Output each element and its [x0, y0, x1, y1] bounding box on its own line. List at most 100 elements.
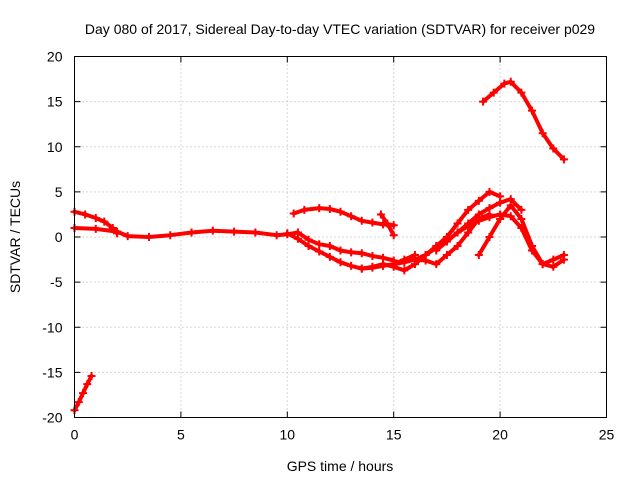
data-point	[389, 231, 398, 240]
data-series	[70, 77, 568, 415]
y-tick-label: 0	[55, 229, 63, 245]
data-point	[383, 219, 392, 228]
data-point	[432, 260, 441, 269]
data-point	[357, 249, 366, 258]
data-point	[549, 144, 558, 153]
data-point	[289, 209, 298, 218]
data-point	[453, 228, 462, 237]
data-point	[208, 226, 217, 235]
data-point	[304, 242, 313, 251]
data-point	[432, 246, 441, 255]
y-tick-label: -5	[50, 274, 63, 290]
data-point	[528, 242, 537, 251]
data-point	[453, 219, 462, 228]
data-point	[496, 198, 505, 207]
y-tick-label: 5	[55, 184, 63, 200]
data-point	[315, 204, 324, 213]
data-point	[400, 266, 409, 275]
y-axis-label: SDTVAR / TECUs	[7, 181, 23, 293]
data-point	[144, 233, 153, 241]
data-point	[506, 212, 515, 221]
data-point	[79, 389, 88, 398]
data-point	[500, 79, 509, 88]
data-point	[528, 106, 537, 115]
x-tick-label: 20	[492, 427, 508, 443]
data-point	[517, 88, 526, 97]
data-point	[421, 251, 430, 260]
data-point	[442, 251, 451, 260]
series-arc-long-mid	[72, 226, 396, 263]
data-point	[315, 240, 324, 249]
data-point	[474, 196, 483, 205]
data-point	[325, 242, 334, 251]
data-point	[230, 227, 239, 236]
data-point	[325, 205, 334, 214]
data-point	[74, 398, 83, 407]
y-tick-label: -20	[42, 410, 62, 426]
data-point	[325, 252, 334, 261]
data-point	[496, 214, 505, 223]
y-tick-label: 15	[47, 94, 63, 110]
x-tick-label: 15	[386, 427, 402, 443]
data-point	[517, 214, 526, 223]
data-point	[538, 129, 547, 138]
data-point	[489, 88, 498, 97]
data-point	[389, 221, 398, 230]
data-point	[379, 260, 388, 269]
data-point	[453, 242, 462, 251]
data-point	[166, 231, 175, 240]
data-point	[81, 210, 90, 219]
data-point	[474, 251, 483, 260]
data-point	[83, 380, 92, 389]
data-point	[485, 213, 494, 222]
data-point	[187, 228, 196, 237]
data-point	[368, 218, 377, 227]
data-point	[347, 212, 356, 221]
data-point	[336, 246, 345, 255]
data-point	[442, 237, 451, 246]
data-point	[347, 248, 356, 257]
data-point	[538, 260, 547, 269]
data-point	[389, 260, 398, 269]
y-tick-label: 20	[47, 49, 63, 65]
data-point	[357, 216, 366, 225]
data-point	[336, 258, 345, 267]
data-point	[559, 255, 568, 264]
data-point	[485, 233, 494, 241]
data-point	[347, 261, 356, 270]
data-point	[464, 205, 473, 214]
data-point	[464, 222, 473, 231]
data-point	[368, 251, 377, 260]
data-point	[100, 217, 109, 226]
data-point	[113, 227, 122, 236]
data-point	[479, 97, 488, 106]
data-point	[91, 214, 100, 223]
data-point	[549, 255, 558, 264]
x-tick-label: 5	[177, 427, 185, 443]
data-point	[400, 258, 409, 267]
axis-ticks: 0 5 10 15 20 25 20 15 10 5 0 -5 -10 -15 -20	[42, 49, 614, 443]
data-point	[485, 187, 494, 196]
x-tick-label: 0	[71, 427, 79, 443]
data-point	[559, 155, 568, 164]
data-point	[549, 262, 558, 271]
data-point	[336, 207, 345, 216]
y-tick-label: -15	[42, 364, 62, 380]
data-point	[485, 204, 494, 213]
data-point	[517, 205, 526, 214]
data-point	[91, 224, 100, 233]
data-point	[376, 210, 385, 219]
data-point	[293, 234, 302, 243]
data-point	[474, 216, 483, 225]
data-point	[368, 262, 377, 271]
data-point	[506, 77, 515, 86]
data-point	[410, 255, 419, 264]
x-tick-label: 25	[599, 427, 615, 443]
data-point	[123, 232, 132, 241]
data-point	[87, 371, 96, 380]
y-tick-label: 10	[47, 139, 63, 155]
y-tick-label: -10	[42, 319, 62, 335]
data-point	[300, 205, 309, 214]
